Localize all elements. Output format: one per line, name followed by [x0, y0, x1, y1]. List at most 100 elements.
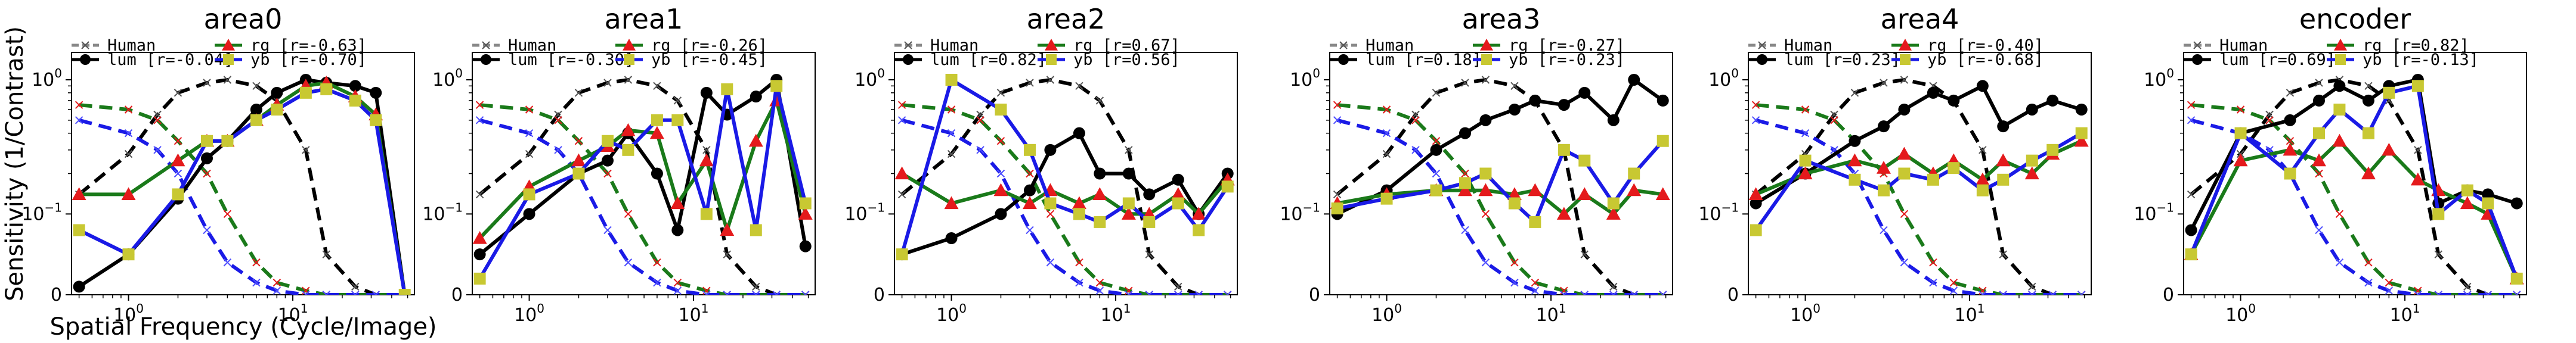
- series-yb-point: [2234, 127, 2247, 139]
- human-yb-marker: [252, 278, 261, 287]
- human-rg-marker: [273, 278, 281, 287]
- legend-entry-human: Human: [930, 36, 979, 55]
- panel-encoder: encoder 0 10−1 100 100 101 Human rg [r=0.82] lum…: [2134, 3, 2527, 326]
- human-lum-marker: [1900, 76, 1909, 84]
- series-yb-point: [1898, 167, 1911, 180]
- series-lum-point: [1578, 86, 1591, 99]
- y-tick-label: 10−1: [1698, 200, 1739, 224]
- human-yb-marker: [976, 146, 984, 154]
- series-lum-point: [200, 152, 213, 164]
- series-rg-point: [1996, 153, 2011, 167]
- human-rg-marker: [153, 116, 162, 124]
- series-rg-point: [1528, 183, 1543, 197]
- series-yb-point: [1529, 216, 1541, 228]
- series-lum-point: [523, 208, 535, 220]
- series-yb-point: [271, 103, 283, 116]
- series-yb-point: [896, 248, 908, 261]
- legend-human-marker: [2193, 41, 2202, 49]
- series-yb-point: [1221, 180, 1234, 193]
- human-lum-marker: [653, 82, 661, 91]
- series-lum-point: [1479, 114, 1492, 126]
- human-lum-marker: [1999, 250, 2007, 258]
- human-yb-marker: [1560, 291, 1568, 295]
- series-rg-line: [1755, 139, 2082, 197]
- human-lum-marker: [1609, 282, 1618, 291]
- human-yb-marker: [351, 291, 360, 295]
- series-yb-point: [651, 114, 663, 126]
- legend-entry-rg: rg [r=0.82]: [2363, 36, 2469, 55]
- series-rg-point: [1798, 166, 1813, 180]
- panel-area0: area0 0 10−1 100 100 101 Human rg [r=-0.63] lum …: [21, 3, 415, 326]
- y-tick-label: 100: [1708, 66, 1739, 91]
- legend-entry-lum: lum [r=-0.30]: [508, 51, 634, 69]
- human-lum-marker: [525, 149, 534, 158]
- legend-lum-marker: [1338, 54, 1349, 65]
- y-tick-label: 0: [1309, 285, 1320, 305]
- y-tick-label: 0: [451, 285, 463, 305]
- human-rg-marker: [653, 258, 661, 267]
- human-yb-marker: [2484, 291, 2492, 295]
- series-yb-point: [1380, 192, 1393, 205]
- human-lum-marker: [302, 146, 310, 154]
- human-yb-marker: [1046, 258, 1055, 267]
- human-lum-marker: [1382, 149, 1391, 158]
- series-lum-point: [1044, 144, 1057, 156]
- series-yb-point: [1430, 184, 1442, 197]
- human-yb-marker: [1630, 291, 1638, 295]
- legend-entry-rg: rg [r=-0.63]: [250, 36, 367, 55]
- human-lum-marker: [1461, 79, 1469, 87]
- human-lum-marker: [1481, 76, 1490, 84]
- human-lum-marker: [174, 89, 182, 97]
- series-rg-point: [670, 196, 685, 210]
- panel-title: area1: [605, 3, 683, 35]
- human-yb-marker: [2335, 258, 2344, 267]
- series-yb-point: [2046, 144, 2059, 156]
- series-lum-point: [1094, 167, 1106, 180]
- legend-entry-lum: lum [r=-0.04]: [107, 51, 233, 69]
- series-yb-point: [1143, 216, 1156, 228]
- series-rg-point: [1876, 161, 1891, 174]
- human-yb-marker: [475, 116, 484, 124]
- series-yb-point: [2362, 127, 2374, 139]
- series-yb-point: [299, 86, 312, 99]
- human-lum-marker: [2187, 190, 2196, 199]
- series-yb-point: [1849, 173, 1861, 186]
- series-rg-point: [621, 123, 636, 136]
- human-lum-marker: [1046, 76, 1055, 84]
- human-yb-marker: [624, 258, 633, 267]
- series-lum-point: [2312, 94, 2325, 107]
- human-lum-marker: [673, 96, 682, 105]
- human-lum-marker: [2028, 282, 2036, 291]
- human-yb-marker: [702, 291, 711, 295]
- legend-lum-marker: [903, 54, 914, 65]
- human-yb-marker: [2077, 291, 2086, 295]
- series-rg-point: [1457, 183, 1472, 197]
- plot-area: [2184, 73, 2524, 295]
- human-yb-marker: [174, 169, 182, 178]
- legend-lum-marker: [2192, 54, 2203, 65]
- series-yb-point: [1628, 167, 1640, 180]
- legend-entry-rg: rg [r=-0.40]: [1927, 36, 2044, 55]
- legend-entry-rg: rg [r=-0.26]: [651, 36, 767, 55]
- human-yb-marker: [1194, 291, 1203, 295]
- human-yb-marker: [603, 226, 612, 235]
- series-lum-point: [2185, 224, 2197, 236]
- human-rg-marker: [897, 101, 906, 109]
- legend-yb-marker: [1900, 54, 1911, 65]
- human-yb-line: [78, 118, 405, 295]
- plot-area: [472, 73, 813, 295]
- series-lum-point: [2362, 94, 2374, 107]
- legend-human-marker: [904, 41, 912, 49]
- legend-rg-marker: [1045, 39, 1058, 51]
- y-tick-label: 100: [854, 66, 885, 91]
- human-rg-marker: [1432, 137, 1441, 145]
- human-rg-marker: [1531, 278, 1540, 287]
- panel-title: area0: [204, 3, 283, 35]
- panel-area2: area2 0 10−1 100 100 101 Human rg [r=0.67] lum […: [844, 3, 1238, 326]
- series-rg-point: [944, 196, 959, 210]
- legend-rg-marker: [1899, 39, 1912, 51]
- series-yb-point: [2312, 127, 2325, 139]
- series-lum-point: [473, 248, 486, 261]
- series-yb-point: [1023, 144, 1036, 156]
- human-lum-marker: [752, 282, 760, 291]
